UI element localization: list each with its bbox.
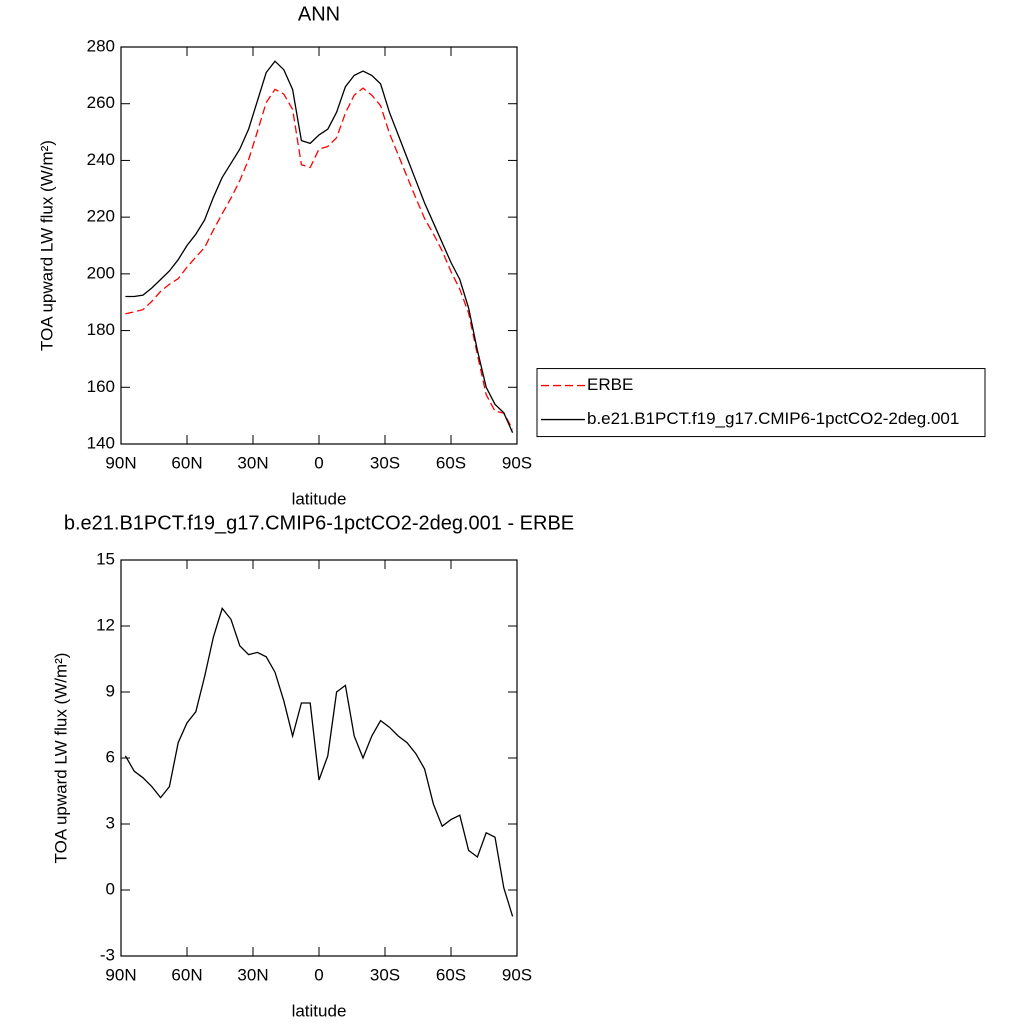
y-tick-label: 260	[87, 93, 115, 112]
y-tick-label: 140	[87, 433, 115, 452]
y-tick-label: 6	[106, 747, 115, 766]
y-axis-label: TOA upward LW flux (W/m²)	[37, 140, 56, 351]
y-tick-label: 12	[96, 615, 115, 634]
x-tick-label: 60N	[171, 965, 202, 984]
y-tick-label: 3	[106, 813, 115, 832]
x-tick-label: 0	[314, 453, 323, 472]
chart-title: ANN	[298, 3, 340, 25]
x-tick-label: 0	[314, 965, 323, 984]
x-tick-label: 30N	[237, 965, 268, 984]
y-tick-label: 240	[87, 150, 115, 169]
chart-title: b.e21.B1PCT.f19_g17.CMIP6-1pctCO2-2deg.0…	[64, 512, 574, 534]
x-tick-label: 60S	[436, 453, 466, 472]
y-tick-label: -3	[100, 945, 115, 964]
x-tick-label: 90N	[105, 453, 136, 472]
series-line	[125, 87, 514, 430]
legend-label: ERBE	[587, 375, 633, 394]
x-tick-label: 30S	[370, 453, 400, 472]
y-axis-label: TOA upward LW flux (W/m²)	[51, 653, 70, 864]
y-tick-label: 15	[96, 549, 115, 568]
y-tick-label: 9	[106, 681, 115, 700]
x-tick-label: 30N	[237, 453, 268, 472]
x-tick-label: 90S	[502, 453, 532, 472]
y-tick-label: 180	[87, 320, 115, 339]
x-tick-label: 30S	[370, 965, 400, 984]
legend-label: b.e21.B1PCT.f19_g17.CMIP6-1pctCO2-2deg.0…	[587, 409, 959, 428]
x-axis-label: latitude	[292, 489, 347, 508]
y-tick-label: 200	[87, 263, 115, 282]
series-line	[125, 60, 514, 433]
y-tick-label: 280	[87, 36, 115, 55]
legend-box	[536, 368, 986, 438]
x-axis-label: latitude	[292, 1001, 347, 1020]
x-tick-label: 60S	[436, 965, 466, 984]
x-tick-label: 90S	[502, 965, 532, 984]
x-tick-label: 90N	[105, 965, 136, 984]
plot-frame	[120, 559, 518, 957]
x-tick-label: 60N	[171, 453, 202, 472]
series-line	[124, 607, 514, 917]
y-tick-label: 0	[106, 879, 115, 898]
plot-frame	[120, 46, 518, 445]
y-tick-label: 220	[87, 207, 115, 226]
y-tick-label: 160	[87, 377, 115, 396]
